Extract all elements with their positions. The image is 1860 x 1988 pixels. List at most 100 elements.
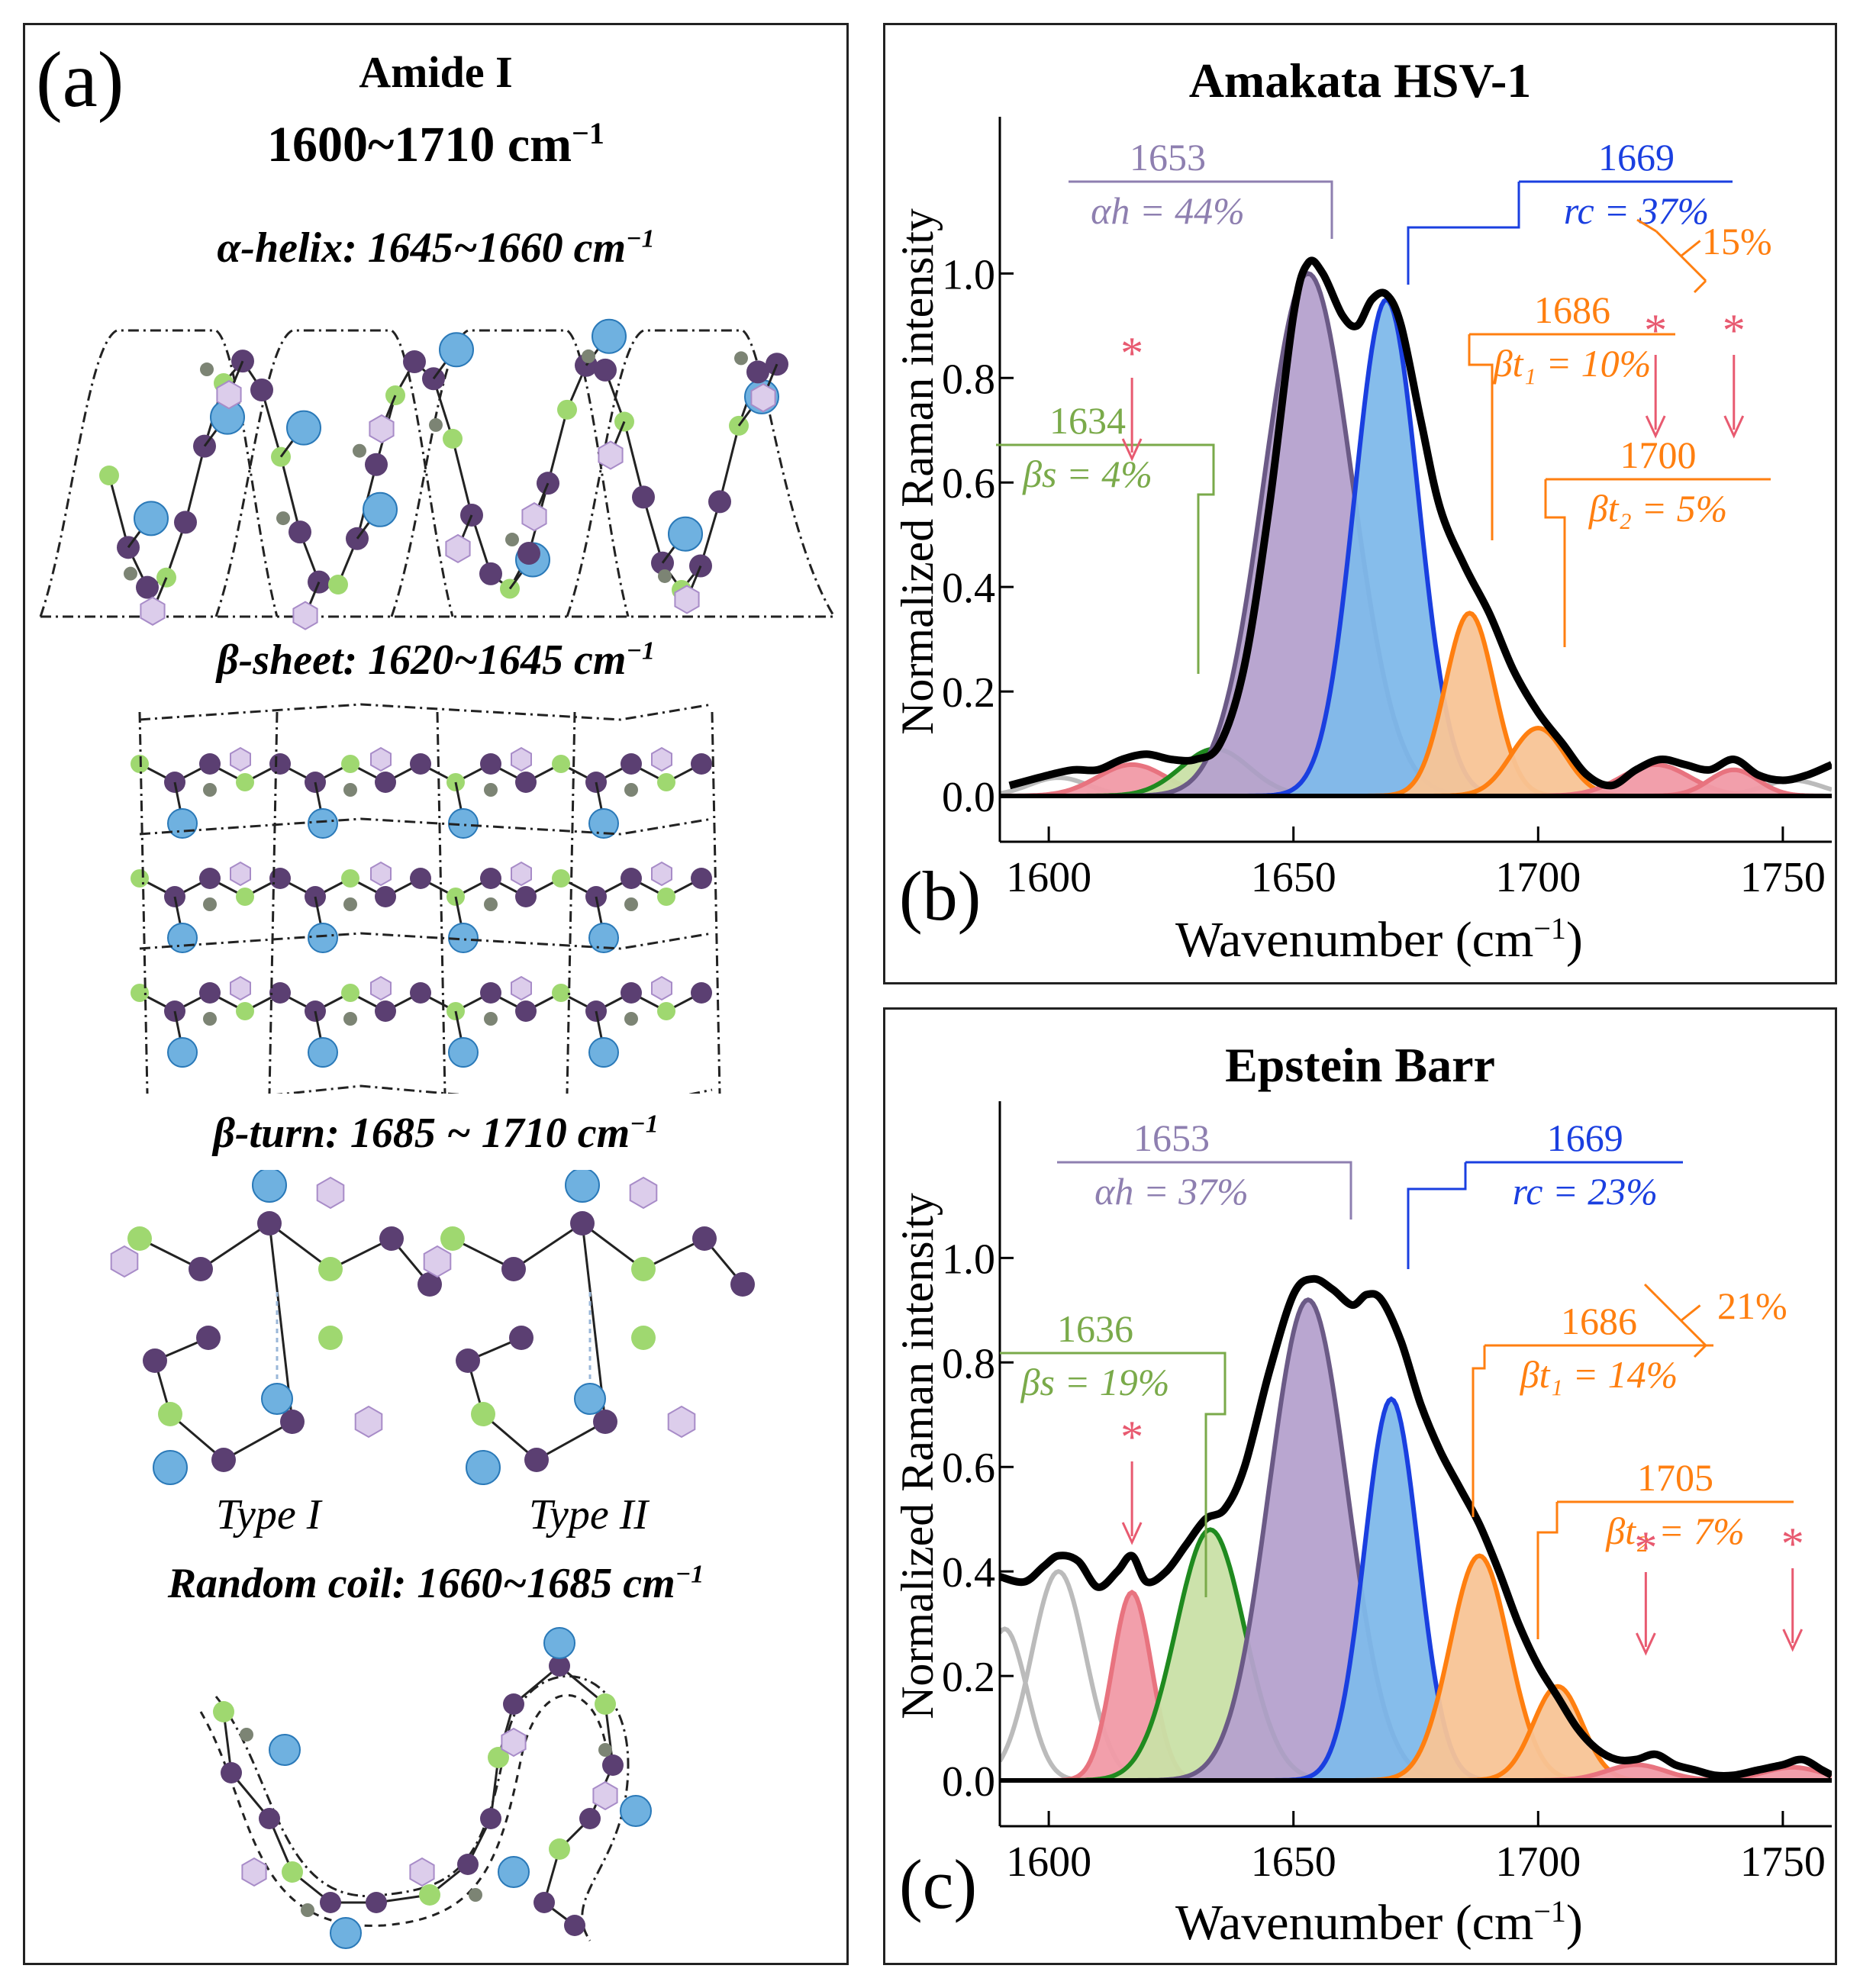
turn1-r-left: [110, 1245, 139, 1278]
coil-atom-1: [221, 1762, 242, 1783]
alpha-r-group-19: [445, 533, 471, 564]
turn2-oxygen-bottom: [466, 1450, 501, 1485]
chart-b-total-bracket-tick: [1680, 240, 1701, 257]
panel-a-range-sup: −1: [572, 116, 604, 150]
chart-c-anno-1-leader: [1407, 1162, 1467, 1269]
sheet-atom-0-2: [199, 753, 221, 775]
sheet-atom-1-7: [375, 886, 396, 907]
sheet-r-1-15: [651, 861, 672, 887]
sheet-h-1-10: [484, 897, 498, 911]
chart-c-total-bracket-bottom: [1693, 1344, 1707, 1358]
chart-b-anno-2-label: βt₁ = 10%: [1493, 342, 1652, 385]
alpha-r-group-15: [369, 414, 395, 444]
chart-c-band-green-fill: [1000, 1529, 1832, 1780]
alpha-h-10: [276, 511, 290, 526]
sheet-atom-1-11: [515, 886, 537, 907]
coil-atom-4: [320, 1892, 341, 1913]
coil-h-3: [598, 1743, 612, 1757]
sheet-h-2-10: [484, 1012, 498, 1026]
panel-a-label: (a): [36, 36, 124, 124]
sheet-oxygen-0-9: [448, 808, 479, 839]
alpha-atom-14: [365, 453, 388, 476]
alpha-r-bond-31: [688, 565, 702, 593]
coil-atom-6: [419, 1884, 440, 1906]
sheet-atom-1-2: [199, 868, 221, 889]
sheet-atom-0-15: [657, 773, 675, 791]
turn1-atom-6: [318, 1326, 343, 1350]
sheet-envelope-top-0: [139, 703, 713, 721]
coil-h-1: [301, 1903, 314, 1917]
sheet-atom-1-3: [236, 888, 254, 906]
alpha-h-2: [124, 566, 137, 581]
chart-c-anno-3-leader: [1536, 1502, 1559, 1639]
sheet-atom-2-0: [131, 984, 149, 1002]
coil-h-0: [240, 1728, 253, 1742]
sheet-oxygen-1-13: [588, 923, 619, 953]
coil-atom-5: [366, 1892, 387, 1913]
chart-b-peak-marker-1: *: [1644, 305, 1667, 356]
alpha-oxygen-9: [286, 410, 321, 446]
sheet-oxygen-2-5: [308, 1037, 338, 1068]
chart-b-anno-3-leader: [1544, 479, 1566, 647]
turn1-bond-top-1: [200, 1222, 270, 1271]
chart-b: 1600 1650 1700 1750 0.0 0.2 0.4 0.6 0.8 1.0Normal…: [892, 117, 1832, 901]
chart-c-anno-2-leader: [1472, 1345, 1486, 1517]
alpha-helix-range: 1645~1660 cm: [367, 224, 627, 272]
chart-b-peak-arrowhead-0: [1121, 438, 1143, 462]
chart-c-total-label: 21%: [1717, 1284, 1787, 1327]
alpha-r-bond-23: [536, 482, 550, 510]
turn2-atom-2: [570, 1211, 595, 1236]
coil-atom-9: [488, 1747, 509, 1768]
sheet-vertical-3: [566, 711, 576, 1094]
alpha-r-bond-7: [230, 360, 244, 388]
sheet-envelope-bottom: [276, 1084, 713, 1094]
chart-b-anno-2-wavenumber: 1686: [1534, 288, 1610, 331]
sheet-h-2-14: [624, 1012, 638, 1026]
sheet-obond-0-5: [314, 781, 323, 814]
alpha-atom-22: [517, 542, 540, 565]
chart-b-ytick-label-2: 0.4: [942, 565, 995, 612]
chart-c-xlabel-text: Wavenumber (cm: [1175, 1895, 1534, 1951]
coil-oxygen-1: [543, 1627, 575, 1659]
sheet-r-0-15: [651, 746, 672, 772]
turn2-atom-10: [456, 1348, 480, 1373]
alpha-h-14: [353, 443, 366, 458]
chart-b-peak-marker-2: *: [1723, 305, 1746, 356]
alpha-bond-0: [108, 475, 130, 548]
alpha-r-bond-19: [459, 514, 473, 542]
sheet-atom-2-14: [621, 982, 642, 1004]
alpha-helix-name: α-helix:: [217, 224, 357, 272]
alpha-bond-32: [718, 425, 740, 502]
chart-c-anno-1-label: rc = 23%: [1513, 1170, 1658, 1213]
sheet-atom-2-8: [410, 982, 431, 1004]
coil-oxygen-2: [620, 1795, 652, 1827]
chart-b-total-bracket-top: [1636, 218, 1657, 233]
sheet-h-1-2: [203, 897, 217, 911]
sheet-h-0-10: [484, 783, 498, 797]
turn1-atom-0: [127, 1226, 152, 1251]
coil-atom-0: [213, 1701, 234, 1722]
chart-c-peak-arrowhead-0: [1121, 1522, 1143, 1545]
chart-c-anno-3-wavenumber: 1705: [1637, 1456, 1713, 1499]
alpha-oxygen-1: [134, 501, 169, 536]
sheet-oxygen-2-13: [588, 1037, 619, 1068]
chart-c-band-red-2-fill: [1000, 1764, 1832, 1780]
sheet-atom-1-0: [131, 869, 149, 888]
coil-h-2: [469, 1888, 482, 1902]
random-coil-diagram: [199, 1627, 652, 1949]
chart-b-peak-marker-0: *: [1120, 328, 1143, 379]
sheet-atom-2-16: [691, 982, 712, 1004]
alpha-atom-4: [174, 511, 197, 534]
turn2-atom-5: [730, 1272, 755, 1297]
chart-b-xlabel-sup: −1: [1533, 911, 1566, 946]
sheet-atom-0-12: [552, 755, 570, 773]
chart-b-anno-3-label: βt₂ = 5%: [1588, 487, 1728, 530]
sheet-atom-0-10: [480, 753, 501, 775]
sheet-atom-1-10: [480, 868, 501, 889]
beta-turn-range: 1685 ~ 1710 cm: [350, 1110, 630, 1157]
turn2-r-top: [629, 1176, 658, 1210]
alpha-bond-23: [546, 409, 569, 484]
turn2-atom-11: [509, 1326, 534, 1350]
alpha-h-30: [658, 569, 672, 583]
sheet-obond-2-5: [314, 1010, 323, 1042]
